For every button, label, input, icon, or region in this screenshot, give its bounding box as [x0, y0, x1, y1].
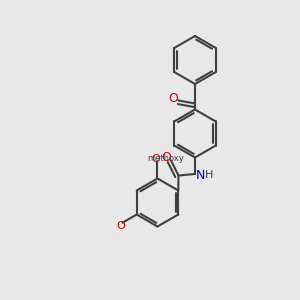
Text: H: H [205, 170, 214, 181]
Text: N: N [196, 169, 205, 182]
Text: methoxy: methoxy [148, 154, 184, 164]
Text: O: O [161, 151, 171, 164]
Text: O: O [168, 92, 178, 106]
Text: O: O [152, 154, 160, 164]
Text: O: O [117, 221, 125, 231]
